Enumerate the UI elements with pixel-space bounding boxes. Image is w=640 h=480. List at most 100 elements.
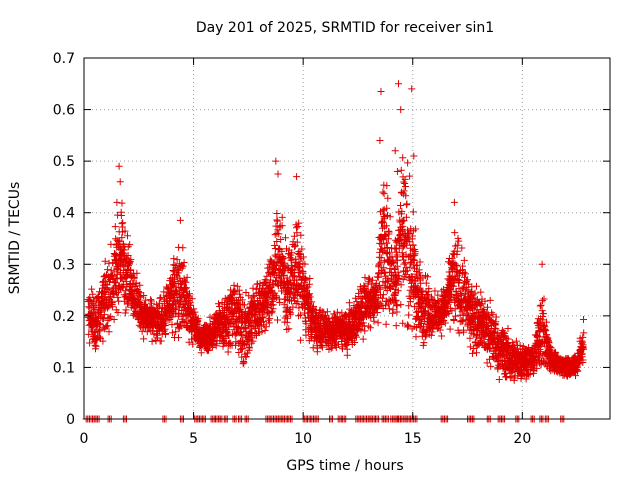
data-point <box>143 328 151 336</box>
data-point <box>246 344 254 352</box>
data-point <box>537 301 545 309</box>
data-point <box>240 359 248 367</box>
data-point <box>495 376 503 383</box>
data-point <box>284 296 292 304</box>
data-point <box>283 263 291 271</box>
data-point <box>343 345 351 353</box>
data-point <box>278 213 286 221</box>
data-point <box>278 222 286 230</box>
data-point <box>168 329 176 337</box>
data-point <box>114 309 122 316</box>
data-point <box>104 266 112 274</box>
data-point <box>126 241 134 249</box>
data-point <box>105 328 113 336</box>
data-point <box>280 267 288 275</box>
x-tick-label: 5 <box>189 431 198 447</box>
data-point <box>377 254 385 262</box>
data-point <box>176 216 184 224</box>
data-point <box>186 290 193 298</box>
data-point <box>487 362 495 370</box>
data-point <box>290 243 298 251</box>
data-point <box>486 296 494 304</box>
data-point <box>126 259 133 267</box>
data-point <box>409 208 417 216</box>
data-point <box>287 310 295 318</box>
data-point <box>297 311 305 319</box>
data-point <box>86 339 94 347</box>
data-point <box>137 293 145 301</box>
data-point <box>359 335 367 343</box>
x-axis-label: GPS time / hours <box>286 458 403 474</box>
data-point <box>132 280 140 287</box>
data-point <box>233 282 241 290</box>
data-point <box>99 337 107 345</box>
data-point <box>318 343 326 351</box>
data-point <box>308 298 316 306</box>
data-point <box>185 294 192 302</box>
data-point <box>393 302 401 310</box>
data-point <box>96 326 104 334</box>
data-point <box>102 277 110 285</box>
data-point <box>136 281 144 289</box>
data-point <box>438 332 446 340</box>
data-point <box>118 234 126 242</box>
data-point <box>477 288 485 296</box>
data-point <box>405 302 413 310</box>
data-point <box>101 272 109 280</box>
data-point <box>402 183 409 190</box>
data-point <box>140 335 148 343</box>
data-point <box>124 252 132 259</box>
data-point <box>353 333 360 341</box>
axis-ticks: 0 5 10 15 20 0 0.1 0.2 0.3 0.4 0.5 0.6 0.7 <box>53 51 610 447</box>
data-point <box>271 231 279 239</box>
data-point <box>249 284 257 292</box>
data-point <box>136 289 144 297</box>
data-point <box>241 301 248 309</box>
x-tick-label: 0 <box>80 431 89 447</box>
data-point <box>294 223 302 230</box>
data-point <box>275 230 283 238</box>
data-point <box>405 311 413 319</box>
data-point <box>406 172 414 180</box>
data-point <box>147 297 155 305</box>
data-point <box>366 324 374 332</box>
data-point <box>223 328 231 336</box>
data-point <box>380 190 388 198</box>
data-point <box>293 238 301 246</box>
data-point <box>265 282 273 290</box>
y-tick-label: 0.5 <box>53 154 75 170</box>
data-point <box>138 327 146 335</box>
data-point <box>181 284 189 292</box>
data-point <box>361 274 369 282</box>
data-point <box>365 322 373 330</box>
data-point <box>299 253 307 261</box>
data-point <box>273 210 281 217</box>
data-point <box>297 336 305 344</box>
data-point <box>225 332 233 339</box>
data-point <box>191 308 199 316</box>
data-point <box>204 346 212 354</box>
data-point <box>451 229 459 237</box>
data-point <box>392 238 400 246</box>
data-point <box>124 232 131 240</box>
data-point <box>107 266 115 274</box>
data-point <box>175 334 182 342</box>
data-point <box>232 329 240 337</box>
data-point <box>100 289 108 297</box>
data-point <box>173 256 181 264</box>
data-point <box>179 244 187 252</box>
data-point <box>274 316 281 324</box>
data-point <box>292 300 300 307</box>
data-point <box>172 328 180 336</box>
data-point <box>166 311 174 319</box>
data-point <box>302 275 310 283</box>
data-point <box>255 308 263 316</box>
x-tick-label: 15 <box>404 431 422 447</box>
data-point <box>157 294 165 302</box>
data-point <box>412 333 420 341</box>
data-point <box>133 269 141 277</box>
data-point <box>258 314 266 322</box>
data-point <box>157 337 165 345</box>
data-point <box>107 240 115 248</box>
data-point <box>85 303 93 311</box>
